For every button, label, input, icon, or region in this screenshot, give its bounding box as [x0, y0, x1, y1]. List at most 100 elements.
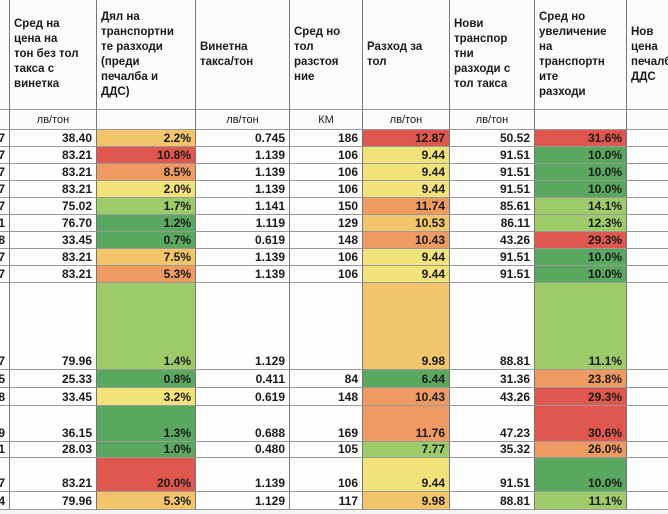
table-cell: 28.03 [10, 442, 97, 458]
table-cell: 0.619 [196, 388, 290, 406]
table-cell: 10.0% [535, 458, 627, 492]
table-cell: 7.5% [97, 249, 196, 266]
table-cell: 11.74 [363, 198, 450, 215]
table-cell: 8 [0, 232, 10, 249]
table-cell: 3.2% [97, 388, 196, 406]
table-cell: 30.6% [535, 406, 627, 442]
table-cell: 14.1% [535, 198, 627, 215]
table-cell: 106 [290, 266, 363, 283]
table-cell: 9.44 [363, 458, 450, 492]
column-header: Разход за тол [363, 0, 450, 110]
table-cell: 1 [0, 215, 10, 232]
table-cell: 106 [290, 164, 363, 181]
table-cell: 83.21 [10, 181, 97, 198]
table-cell: 43.26 [450, 388, 535, 406]
table-cell: 2.0% [97, 181, 196, 198]
table-cell: 12.3% [535, 215, 627, 232]
column-unit: лв/тон [450, 110, 535, 130]
table-cell: 0.8% [97, 370, 196, 388]
table-cell: 7 [0, 164, 10, 181]
table-cell: 10.0% [535, 181, 627, 198]
table-cell: 0.7% [97, 232, 196, 249]
table-cell: 1.7% [97, 198, 196, 215]
table-cell: 2.2% [97, 130, 196, 147]
table-cell: 7 [0, 249, 10, 266]
table-cell [290, 283, 363, 370]
table-cell: 148 [290, 232, 363, 249]
table-cell: 1.139 [196, 147, 290, 164]
table-cell: 25.33 [10, 370, 97, 388]
table-cell: 0.745 [196, 130, 290, 147]
table-cell: 8.5% [97, 164, 196, 181]
table-cell: 9.44 [363, 249, 450, 266]
table-cell: 9.98 [363, 283, 450, 370]
column-unit: лв/тон [363, 110, 450, 130]
table-cell: 7 [0, 147, 10, 164]
table-cell: 12.87 [363, 130, 450, 147]
table-cell: 9.44 [363, 181, 450, 198]
table-cell: 11.1% [535, 283, 627, 370]
table-cell: 88.81 [450, 283, 535, 370]
table-cell: 85.61 [450, 198, 535, 215]
table-cell: 148 [290, 388, 363, 406]
table-cell: 169 [290, 406, 363, 442]
table-cell: 91.51 [450, 458, 535, 492]
table-cell [627, 492, 668, 510]
table-cell: 79.96 [10, 283, 97, 370]
table-cell: 150 [290, 198, 363, 215]
table-cell: 6.44 [363, 370, 450, 388]
table-cell: 20.0% [97, 458, 196, 492]
table-cell: 5.3% [97, 266, 196, 283]
table-cell: 83.21 [10, 249, 97, 266]
column-unit: лв/тон [10, 110, 97, 130]
table-cell: 1.141 [196, 198, 290, 215]
table-cell [627, 215, 668, 232]
table-cell: 47.23 [450, 406, 535, 442]
table-cell: 7.77 [363, 442, 450, 458]
table-cell: 0.688 [196, 406, 290, 442]
column-unit [97, 110, 196, 130]
table-cell: 91.51 [450, 164, 535, 181]
table-cell [627, 249, 668, 266]
table-cell: 10.53 [363, 215, 450, 232]
column-header: Сред но тол разстоя ние [290, 0, 363, 110]
table-cell: 1.139 [196, 181, 290, 198]
table-cell: 11.76 [363, 406, 450, 442]
table-cell: 1.139 [196, 249, 290, 266]
table-cell: 23.8% [535, 370, 627, 388]
table-cell: 1.139 [196, 458, 290, 492]
table-cell [627, 198, 668, 215]
table-cell: 1.139 [196, 266, 290, 283]
table-cell [627, 130, 668, 147]
table-cell: 10.0% [535, 249, 627, 266]
table-cell: 106 [290, 249, 363, 266]
table-cell: 91.51 [450, 249, 535, 266]
table-cell [627, 283, 668, 370]
table-cell: 50.52 [450, 130, 535, 147]
column-header: Нов цена печалб ДДС [627, 0, 668, 110]
table-cell: 0.619 [196, 232, 290, 249]
table-cell: 7 [0, 181, 10, 198]
table-cell: 31.36 [450, 370, 535, 388]
table-cell: 9 [0, 406, 10, 442]
table-cell: 186 [290, 130, 363, 147]
table-cell: 105 [290, 442, 363, 458]
table-cell: 1.129 [196, 492, 290, 510]
table-cell: 10.0% [535, 164, 627, 181]
table-cell: 7 [0, 458, 10, 492]
column-unit [627, 110, 668, 130]
column-header [0, 0, 10, 110]
table-cell: 9.44 [363, 266, 450, 283]
table-cell: 4 [0, 492, 10, 510]
table-cell: 1.0% [97, 442, 196, 458]
table-cell: 83.21 [10, 164, 97, 181]
column-unit: КМ [290, 110, 363, 130]
column-unit [535, 110, 627, 130]
table-cell: 76.70 [10, 215, 97, 232]
table-cell [627, 232, 668, 249]
column-unit: лв/тон [196, 110, 290, 130]
table-cell: 38.40 [10, 130, 97, 147]
column-header: Сред на цена на тон без тол такса с вине… [10, 0, 97, 110]
table-cell: 9.44 [363, 164, 450, 181]
